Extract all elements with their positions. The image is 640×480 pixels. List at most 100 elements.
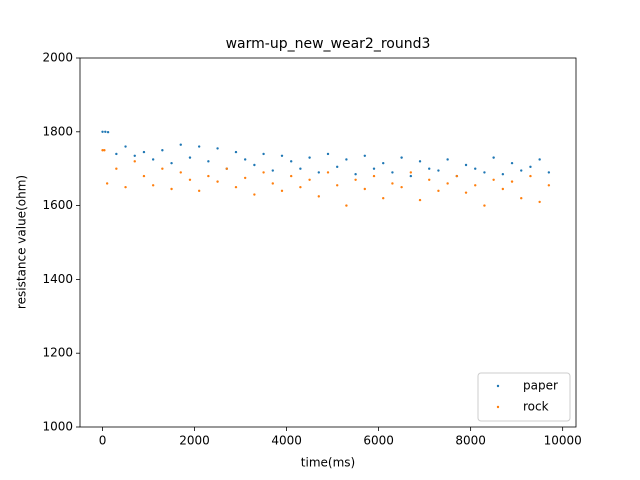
- point: [437, 169, 440, 172]
- point: [547, 171, 551, 174]
- point: [197, 145, 201, 148]
- point: [529, 165, 532, 169]
- point: [492, 178, 495, 181]
- point: [151, 158, 155, 161]
- legend-label: paper: [523, 379, 558, 393]
- point: [101, 130, 104, 133]
- point: [446, 158, 449, 161]
- point: [382, 197, 385, 200]
- point: [345, 204, 348, 207]
- legend-box: [477, 372, 571, 422]
- point: [161, 167, 164, 170]
- point: [280, 154, 284, 157]
- point: [289, 174, 293, 178]
- point: [188, 156, 192, 159]
- point: [197, 189, 201, 193]
- point: [529, 174, 532, 178]
- point: [437, 189, 440, 193]
- point: [142, 174, 146, 178]
- y-tick-label: 1000: [42, 420, 73, 434]
- x-tick-label: 10000: [544, 434, 582, 448]
- plot-frame: [79, 57, 577, 428]
- point: [103, 149, 106, 152]
- point: [299, 185, 302, 189]
- x-tick-label: 2000: [179, 434, 210, 448]
- point: [464, 163, 468, 167]
- point: [299, 167, 302, 170]
- legend-label: rock: [523, 400, 549, 414]
- x-tick-label: 0: [99, 434, 107, 448]
- point: [104, 130, 107, 133]
- y-tick-label: 1200: [42, 346, 73, 360]
- point: [400, 156, 403, 159]
- point: [115, 167, 118, 170]
- point: [418, 160, 422, 163]
- point: [520, 197, 523, 200]
- y-axis-label: resistance value(ohm): [15, 175, 29, 309]
- point: [409, 171, 413, 174]
- point: [234, 185, 238, 189]
- point: [483, 204, 486, 207]
- point: [216, 147, 219, 150]
- point: [501, 173, 505, 176]
- y-tick-label: 2000: [42, 51, 73, 65]
- point: [207, 174, 210, 178]
- point: [101, 149, 104, 152]
- point: [382, 161, 385, 165]
- point: [510, 161, 514, 165]
- point: [538, 200, 541, 204]
- point: [151, 184, 155, 187]
- point: [280, 189, 284, 193]
- point: [455, 174, 459, 178]
- point: [253, 193, 256, 196]
- point: [520, 169, 523, 172]
- point: [372, 167, 376, 170]
- point: [271, 182, 274, 185]
- x-tick-label: 6000: [363, 434, 394, 448]
- point: [124, 185, 127, 189]
- x-tick-label: 4000: [271, 434, 302, 448]
- point: [391, 171, 394, 174]
- point: [372, 174, 376, 178]
- point: [243, 176, 247, 180]
- point: [326, 152, 330, 156]
- point: [409, 174, 413, 178]
- point: [354, 173, 357, 176]
- point: [547, 184, 551, 187]
- point: [464, 191, 468, 194]
- point: [400, 185, 403, 189]
- point: [253, 163, 256, 167]
- point: [354, 178, 357, 181]
- point: [428, 178, 431, 181]
- point: [428, 167, 431, 170]
- point: [336, 165, 339, 169]
- point: [179, 143, 182, 146]
- point: [271, 169, 274, 172]
- point: [317, 195, 320, 198]
- point: [446, 182, 449, 185]
- point: [538, 158, 541, 161]
- point: [106, 130, 110, 134]
- point: [363, 154, 367, 157]
- point: [336, 184, 339, 187]
- point: [115, 152, 118, 156]
- point: [317, 171, 320, 174]
- x-axis-label: time(ms): [301, 456, 355, 470]
- legend-marker: [496, 405, 500, 409]
- legend-marker: [496, 384, 500, 388]
- point: [363, 187, 367, 191]
- point: [133, 160, 136, 163]
- y-tick-label: 1600: [42, 198, 73, 212]
- point: [216, 180, 219, 183]
- point: [179, 171, 182, 174]
- point: [308, 178, 311, 181]
- point: [262, 171, 265, 174]
- y-tick-label: 1800: [42, 124, 73, 138]
- point: [418, 198, 422, 202]
- point: [501, 187, 505, 191]
- chart-title: warm-up_new_wear2_round3: [226, 36, 431, 52]
- point: [133, 154, 136, 157]
- point: [474, 184, 477, 187]
- point: [124, 145, 127, 148]
